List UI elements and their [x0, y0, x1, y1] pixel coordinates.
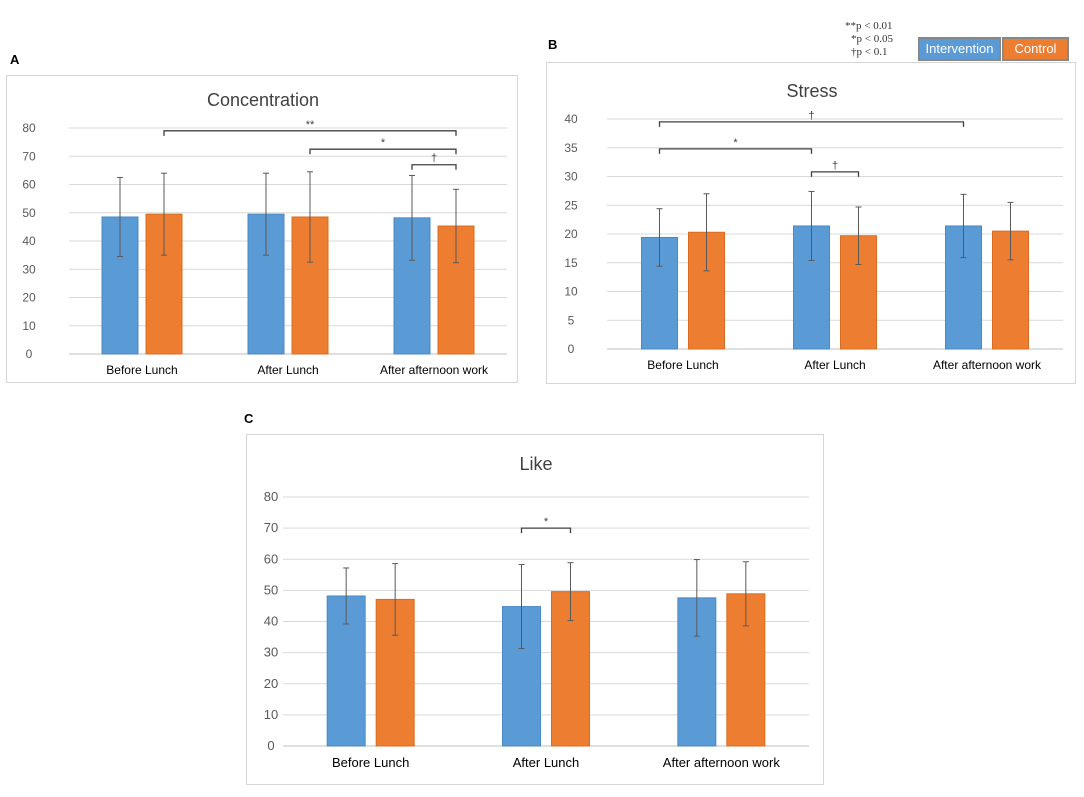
- legend-note-p001: **p < 0.01: [845, 20, 893, 32]
- significance-label: †: [832, 160, 838, 172]
- significance-bracket: [411, 164, 457, 170]
- x-category-label: After Lunch: [513, 755, 580, 770]
- x-category-label: Before Lunch: [106, 363, 177, 377]
- chart-like: Like 0 10 20 30 40 50 60 70 80 Before Lunch After L…: [264, 454, 809, 770]
- chart-title: Stress: [786, 81, 837, 101]
- y-tick-label: 0: [26, 347, 33, 361]
- y-tick-label: 50: [264, 582, 278, 597]
- y-tick-label: 35: [564, 141, 578, 155]
- legend-intervention: Intervention: [918, 37, 1001, 61]
- y-tick-label: 15: [564, 256, 578, 270]
- y-tick-label: 20: [22, 291, 36, 305]
- y-tick-label: 80: [264, 489, 278, 504]
- significance-label: **: [306, 119, 315, 131]
- y-tick-label: 40: [564, 112, 578, 126]
- significance-label: *: [381, 137, 386, 149]
- y-tick-label: 30: [264, 645, 278, 660]
- chart-panel-like: Like 0 10 20 30 40 50 60 70 80 Before Lunch After L…: [246, 434, 824, 785]
- panel-letter-a: A: [10, 52, 20, 67]
- chart-stress: Stress 0 5 10 15 20 25 30 35 40 Before Lunch After …: [564, 81, 1063, 372]
- y-tick-label: 5: [568, 313, 575, 327]
- significance-label: *: [544, 516, 549, 528]
- chart-panel-concentration: Concentration 0 10 20 30 40 50 60 70 80 Before Lun…: [6, 75, 518, 383]
- y-tick-label: 40: [22, 234, 36, 248]
- y-tick-label: 60: [22, 178, 36, 192]
- significance-label: †: [808, 110, 814, 122]
- chart-panel-stress: Stress 0 5 10 15 20 25 30 35 40 Before Lunch After …: [546, 62, 1076, 384]
- y-tick-label: 20: [564, 227, 578, 241]
- y-tick-label: 70: [264, 520, 278, 535]
- x-category-label: Before Lunch: [647, 358, 718, 372]
- legend-note-p005: *p < 0.05: [851, 33, 893, 45]
- y-tick-label: 10: [22, 319, 36, 333]
- significance-bracket: [520, 527, 572, 534]
- y-tick-label: 80: [22, 121, 36, 135]
- x-category-label: Before Lunch: [332, 755, 409, 770]
- panel-letter-c: C: [244, 411, 254, 426]
- y-tick-label: 30: [564, 170, 578, 184]
- chart-title: Concentration: [207, 90, 319, 110]
- x-category-label: After Lunch: [257, 363, 318, 377]
- y-tick-label: 10: [264, 707, 278, 722]
- significance-bracket: [309, 148, 457, 155]
- y-tick-label: 70: [22, 149, 36, 163]
- chart-concentration: Concentration 0 10 20 30 40 50 60 70 80 Before Lun…: [22, 90, 507, 377]
- y-tick-label: 60: [264, 551, 278, 566]
- y-tick-label: 20: [264, 676, 278, 691]
- significance-bracket: [658, 121, 965, 127]
- y-tick-label: 0: [267, 738, 274, 753]
- significance-bracket: [658, 148, 813, 154]
- y-tick-label: 0: [568, 342, 575, 356]
- y-tick-label: 25: [564, 198, 578, 212]
- x-category-label: After afternoon work: [663, 755, 781, 770]
- x-category-label: After Lunch: [804, 358, 865, 372]
- significance-bracket: [163, 130, 457, 136]
- significance-label: †: [431, 153, 437, 165]
- significance-label: *: [733, 137, 738, 149]
- panel-letter-b: B: [548, 37, 558, 52]
- y-tick-label: 50: [22, 206, 36, 220]
- x-category-label: After afternoon work: [933, 358, 1042, 372]
- y-tick-label: 40: [264, 614, 278, 629]
- y-tick-label: 10: [564, 285, 578, 299]
- y-tick-label: 30: [22, 262, 36, 276]
- x-category-label: After afternoon work: [380, 363, 489, 377]
- legend-note-p01: †p < 0.1: [851, 46, 888, 58]
- legend-control: Control: [1002, 37, 1069, 61]
- significance-bracket: [810, 171, 860, 177]
- chart-title: Like: [519, 454, 552, 474]
